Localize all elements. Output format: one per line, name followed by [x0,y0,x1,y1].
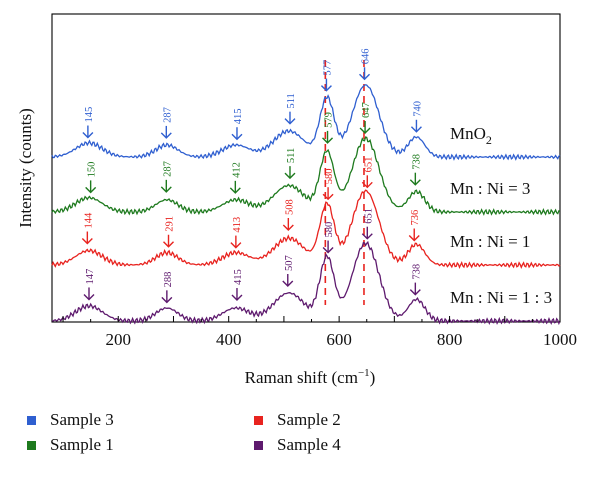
peak-arrowhead [83,293,95,301]
peak-arrowhead [361,233,373,240]
raman-chart: 145 287 415 511 577 646 740 MnO2 150 287 412 511 579… [16,13,577,387]
peak-arrowhead [230,242,242,249]
peak-arrowhead [284,118,296,125]
sample-label: Mn : Ni = 1 : 3 [450,288,552,307]
peak-arrowhead [231,294,243,302]
peak-arrowhead [409,289,421,296]
peak-label: 738 [411,154,422,170]
plot-border [51,13,561,323]
spectrum-line [51,189,561,270]
peak-label: 738 [411,264,422,280]
peak-label: 736 [410,210,421,226]
series-3: 144 291 413 508 580 651 736 Mn : Ni = 1 [51,157,561,270]
legend-swatch [27,440,36,450]
legend-swatch [254,440,263,450]
sample-label: MnO2 [450,124,492,147]
peak-arrowhead [359,127,371,134]
peak-arrowhead [322,247,334,254]
legend-label: Sample 3 [50,410,114,429]
peak-arrowhead [359,73,371,81]
legend-swatch [27,415,36,425]
x-tick-label: 400 [216,330,242,349]
legend-label: Sample 1 [50,435,114,454]
peak-label: 291 [165,216,176,232]
peak-label: 150 [87,162,98,178]
x-tick-label: 800 [437,330,463,349]
peak-arrowhead [322,193,334,201]
legend: Sample 3 Sample 2 Sample 1 Sample 4 [0,396,600,476]
x-axis-label: Raman shift (cm−1) [245,367,376,387]
peak-arrowhead [409,179,421,186]
peak-arrowhead [163,241,175,248]
peak-arrowhead [82,132,94,139]
peak-label: 413 [232,217,243,233]
peak-label: 415 [233,108,244,124]
y-axis-label: Intensity (counts) [16,108,35,227]
peak-arrowhead [361,181,373,189]
series-2: 150 287 412 511 579 647 738 Mn : Ni = 3 [51,102,561,216]
peak-label: 144 [83,212,94,229]
peak-arrowhead [282,280,294,287]
reference-lines [324,60,365,305]
peak-label: 287 [162,161,173,177]
peak-arrowhead [410,126,422,133]
peak-label: 412 [231,162,242,178]
peak-label: 580 [324,168,335,184]
legend-item-sample-1: Sample 1 [27,435,114,455]
peak-label: 651 [363,157,374,173]
legend-item-sample-3: Sample 3 [27,410,114,430]
peak-arrowhead [284,172,296,180]
series-1: 145 287 415 511 577 646 740 MnO2 [51,49,561,161]
peak-label: 288 [163,272,174,288]
peak-arrowhead [161,296,173,304]
peak-arrowhead [85,186,97,194]
peak-arrowhead [320,85,332,92]
peak-label: 579 [324,112,335,128]
peak-arrowhead [81,238,93,245]
peak-label: 511 [286,93,297,108]
spectrum-line [51,136,561,216]
legend-item-sample-4: Sample 4 [254,435,341,455]
sample-label: Mn : Ni = 1 [450,232,530,251]
peak-arrowhead [322,137,334,144]
legend-label: Sample 2 [277,410,341,429]
legend-swatch [254,415,263,425]
spectrum-line [51,240,561,326]
peak-arrowhead [229,187,241,194]
peak-label: 577 [322,60,333,76]
x-axis: 200 400 600 800 1000 [62,316,577,349]
series-group: 145 287 415 511 577 646 740 MnO2 150 287 412 511 579… [51,49,561,326]
peak-label: 651 [363,208,374,224]
peak-arrowhead [160,186,172,193]
peak-label: 147 [85,269,96,285]
plot-frame [51,13,561,323]
peak-arrowhead [282,224,294,231]
x-tick-label: 600 [326,330,352,349]
peak-label: 508 [284,199,295,215]
peak-label: 580 [324,222,335,238]
x-tick-label: 1000 [543,330,577,349]
legend-item-sample-2: Sample 2 [254,410,341,430]
legend-label: Sample 4 [277,435,341,454]
peak-label: 415 [233,269,244,285]
peak-label: 511 [286,148,297,163]
peak-label: 646 [361,49,372,65]
peak-label: 740 [412,101,423,117]
peak-arrowhead [231,133,243,141]
peak-label: 647 [361,102,372,118]
x-tick-label: 200 [106,330,132,349]
peak-label: 507 [284,255,295,271]
peak-arrowhead [408,235,420,242]
peak-arrowhead [160,132,172,139]
peak-label: 145 [84,107,95,123]
spectrum-line [51,84,561,161]
sample-label: Mn : Ni = 3 [450,179,530,198]
series-4: 147 288 415 507 580 651 738 Mn : Ni = 1 : 3 [51,208,561,326]
peak-label: 287 [162,107,173,123]
